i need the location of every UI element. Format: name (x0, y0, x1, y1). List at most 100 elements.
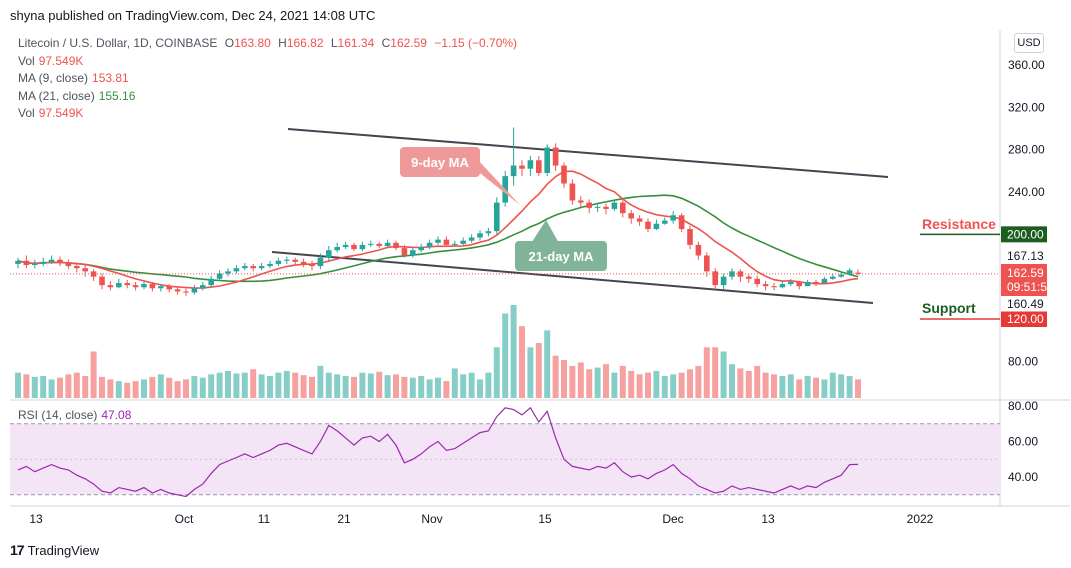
change-value: −1.15 (−0.70%) (434, 36, 518, 50)
ma21-row: MA (21, close) 155.16 (18, 88, 517, 106)
candle-body (552, 147, 559, 166)
volume-bar (687, 369, 693, 398)
publisher-line: shyna published on TradingView.com, Dec … (10, 8, 376, 23)
volume-bar (561, 359, 567, 398)
candle-body (99, 276, 105, 286)
volume-bar (855, 379, 861, 398)
candle-body (536, 160, 542, 173)
volume-bar (451, 368, 458, 398)
candle-body (216, 273, 223, 279)
candle-body (292, 259, 298, 262)
rsi-series-line (17, 406, 859, 498)
candle-body (729, 271, 735, 277)
candle-body (645, 221, 651, 230)
rsi-label[interactable]: RSI (14, close) (18, 408, 98, 422)
rsi-band (10, 423, 1000, 496)
candle-body (452, 243, 458, 245)
candle-body (40, 261, 46, 264)
time-tick-label: 11 (258, 512, 271, 526)
candle-body (284, 259, 290, 261)
volume-bar (183, 379, 189, 398)
candle-body (233, 268, 240, 272)
price-tick-label: 240.00 (1008, 185, 1045, 199)
volume-bar (771, 374, 777, 398)
candle-body (174, 289, 181, 292)
ma21-line (17, 194, 859, 283)
candle-body (116, 283, 122, 288)
volume-bar (594, 367, 601, 398)
candle-body (678, 215, 685, 230)
volume-bar (23, 374, 30, 398)
candle-body (317, 257, 324, 267)
volume-bar (300, 375, 307, 398)
candle-body (687, 229, 693, 245)
symbol-name[interactable]: Litecoin / U.S. Dollar, 1D, COINBASE (18, 36, 218, 50)
volume-bar (695, 365, 702, 398)
volume-bar (510, 305, 517, 398)
volume-bar (846, 376, 853, 398)
close-value: 162.59 (390, 36, 427, 50)
volume-label[interactable]: Vol (18, 53, 35, 68)
volume-bar (636, 374, 643, 398)
candle-body (762, 284, 769, 287)
ma9-value: 153.81 (92, 71, 129, 85)
volume-bar (309, 376, 315, 398)
volume-bar (99, 376, 105, 398)
ma21-value: 155.16 (98, 88, 136, 103)
volume-bar (40, 376, 47, 398)
high-price-tag: 167.13 (1007, 249, 1044, 263)
candle-body (712, 271, 718, 286)
volume-bar (132, 381, 139, 398)
ma21-callout-arrow (530, 220, 560, 245)
candle-body (65, 262, 72, 267)
ma21-label[interactable]: MA (21, close) (18, 88, 95, 103)
volume-bar (216, 372, 223, 398)
volume-bar (199, 377, 206, 398)
ma9-callout-text: 9-day MA (411, 155, 469, 170)
price-tick-label: 80.00 (1008, 354, 1038, 368)
candle-body (460, 240, 466, 244)
volume2-label[interactable]: Vol (18, 106, 35, 120)
trend-lines (271, 128, 889, 304)
candle-body (510, 165, 517, 177)
volume2-value: 97.549K (38, 106, 84, 120)
time-tick-label: Dec (662, 512, 683, 526)
volume-bar (141, 379, 147, 398)
time-tick-label: 13 (29, 512, 43, 526)
footer-brand[interactable]: TradingView (27, 542, 100, 558)
volume-bar (838, 374, 845, 398)
volume-bar (477, 379, 483, 398)
candle-body (485, 231, 492, 234)
candle-body (821, 278, 828, 284)
candle-body (48, 259, 55, 262)
candle-body (779, 284, 786, 288)
volume-bar (426, 379, 433, 398)
volume-bar (174, 381, 181, 398)
volume-bar (729, 364, 735, 398)
volume-bar (460, 374, 467, 398)
candle-body (82, 268, 88, 272)
upper-trend-line (287, 128, 889, 178)
candle-body (494, 202, 500, 232)
time-tick-label: 2022 (907, 512, 934, 526)
volume-bar (661, 376, 668, 398)
open-label: O (224, 36, 235, 50)
rsi-band-fill (10, 423, 1000, 495)
candle-body (15, 260, 21, 264)
currency-button[interactable]: USD (1014, 33, 1044, 53)
candle-body (527, 160, 534, 169)
volume-bar (720, 351, 727, 398)
high-price-tag-bg (1001, 248, 1047, 264)
candle-body (275, 260, 282, 264)
volume-bar (241, 372, 248, 398)
last-price-tag-bg (1001, 264, 1047, 296)
candle-body (636, 218, 643, 222)
volume-bar (796, 379, 803, 398)
tradingview-logo-icon[interactable]: 17 (10, 542, 25, 558)
ma9-label[interactable]: MA (9, close) (18, 71, 89, 85)
candle-body (309, 263, 315, 267)
volume-bar (342, 376, 349, 398)
candle-body (418, 247, 424, 251)
candle-body (603, 206, 609, 209)
